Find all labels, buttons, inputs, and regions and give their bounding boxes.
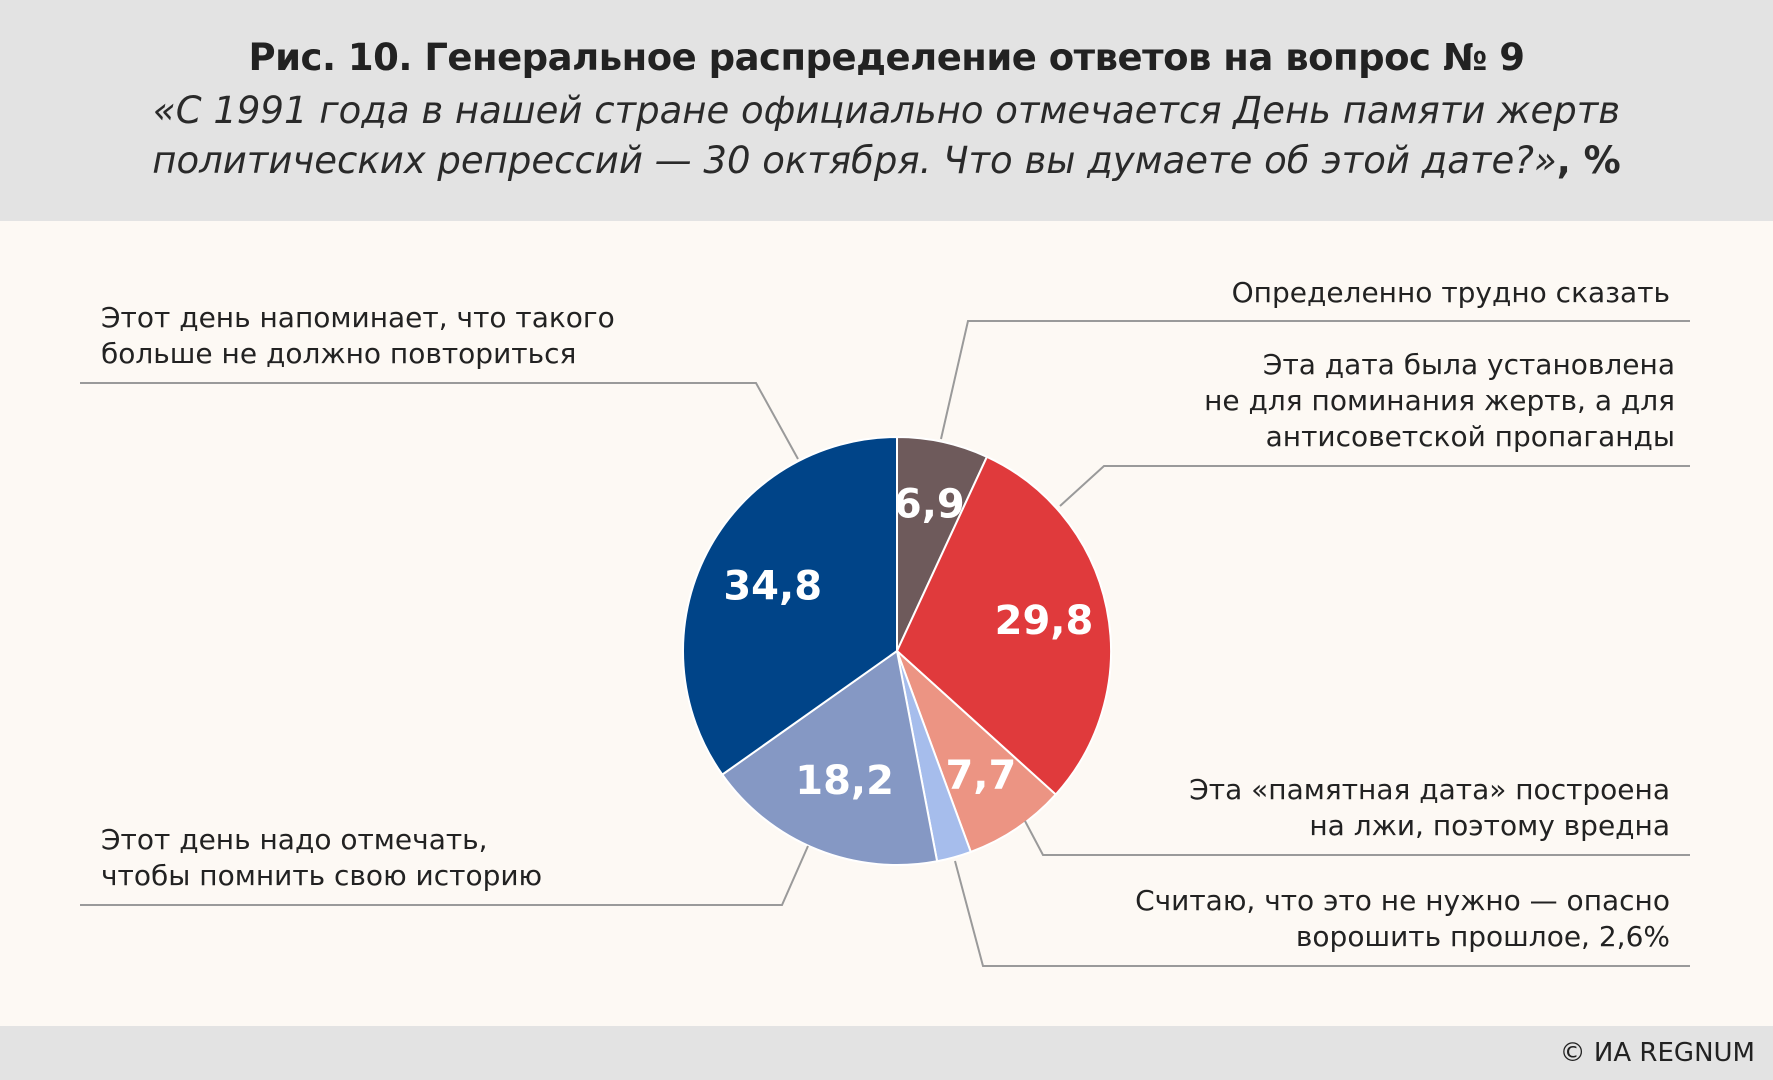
chart-header: Рис. 10. Генеральное распределение ответ… xyxy=(0,0,1773,221)
callout-label: чтобы помнить свою историю xyxy=(101,859,542,892)
slice-value-label: 7,7 xyxy=(945,752,1016,798)
callout-label: Эта дата была установлена xyxy=(1263,348,1675,381)
callout-label: на лжи, поэтому вредна xyxy=(1309,809,1670,842)
callout-label: ворошить прошлое, 2,6% xyxy=(1296,920,1670,953)
callout-labels: Определенно трудно сказать Эта дата была … xyxy=(101,276,1675,953)
pie-chart: 6,9 29,8 7,7 18,2 34,8 Определенно трудно ск… xyxy=(80,276,1690,967)
pie-slice xyxy=(895,455,1112,796)
chart-footer: © ИА REGNUM xyxy=(0,1026,1773,1080)
slice-value-label: 29,8 xyxy=(995,598,1094,644)
slice-value-label: 18,2 xyxy=(795,758,894,804)
source-credit: © ИА REGNUM xyxy=(1559,1038,1755,1068)
callout-leaders xyxy=(80,320,1690,967)
pie-slice xyxy=(896,650,1058,854)
callout-leader-line xyxy=(954,860,1690,967)
callout-label: антисоветской пропаганды xyxy=(1266,420,1675,453)
chart-title: Рис. 10. Генеральное распределение ответ… xyxy=(248,36,1525,79)
subtitle-unit: , % xyxy=(1556,139,1621,182)
callout-leader-line xyxy=(80,382,799,460)
pie-slices xyxy=(681,435,1112,866)
callout-leader-line xyxy=(1024,820,1690,856)
value-labels: 6,9 29,8 7,7 18,2 34,8 xyxy=(723,482,1093,804)
pie-slice xyxy=(720,649,939,866)
subtitle-line-2-wrap: политических репрессий — 30 октября. Что… xyxy=(0,136,1773,186)
callout-leader-line xyxy=(80,845,809,906)
pie-slice xyxy=(681,435,898,776)
callout-label: Эта «памятная дата» построена xyxy=(1189,773,1670,806)
callout-leader-line xyxy=(1059,465,1690,507)
callout-label: Определенно трудно сказать xyxy=(1232,276,1670,309)
subtitle-line-1: «С 1991 года в нашей стране официально о… xyxy=(152,89,1621,132)
callout-label: Этот день напоминает, что такого xyxy=(101,301,615,334)
callout-label: больше не должно повториться xyxy=(101,337,576,370)
slice-value-label: 6,9 xyxy=(894,482,965,528)
callout-leader-line xyxy=(940,320,1690,440)
subtitle-line-2: политических репрессий — 30 октября. Что… xyxy=(152,139,1557,182)
slice-value-label: 34,8 xyxy=(723,564,822,610)
callout-label: не для поминания жертв, а для xyxy=(1204,384,1675,417)
callout-label: Считаю, что это не нужно — опасно xyxy=(1135,884,1670,917)
callout-label: Этот день надо отмечать, xyxy=(101,823,488,856)
chart-subtitle: «С 1991 года в нашей стране официально о… xyxy=(0,86,1773,186)
